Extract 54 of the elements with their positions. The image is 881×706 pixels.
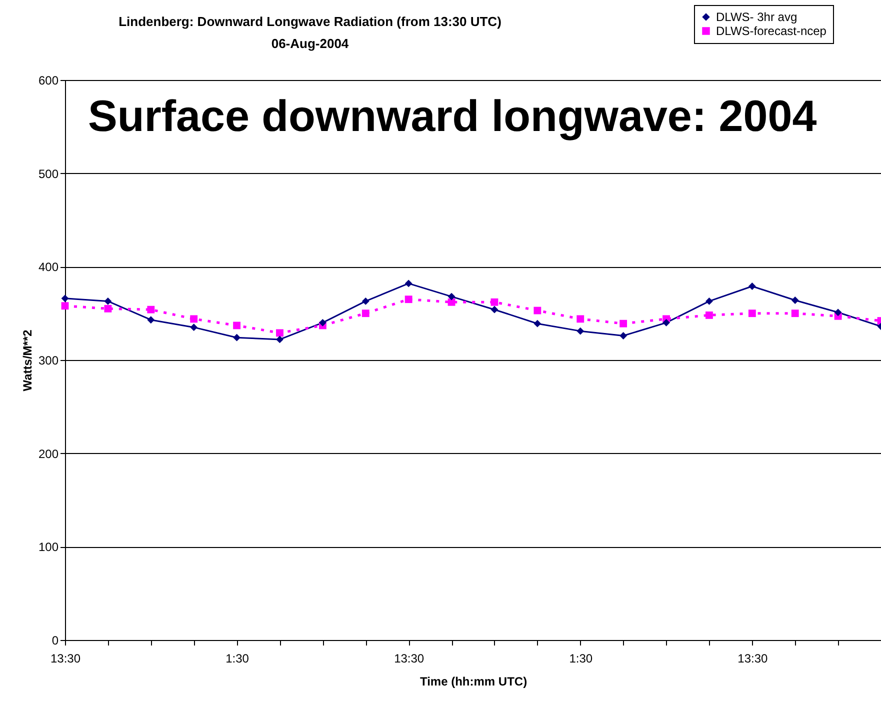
annotation: Surface downward longwave: 2004 xyxy=(88,92,818,141)
point xyxy=(490,298,498,306)
y-tick-label: 300 xyxy=(38,354,59,368)
point xyxy=(834,308,842,316)
point xyxy=(662,318,670,326)
point xyxy=(620,332,628,340)
y-tick-label: 400 xyxy=(38,260,59,274)
y-tick-label: 100 xyxy=(38,540,59,554)
point xyxy=(276,336,284,344)
point xyxy=(490,306,498,314)
point xyxy=(147,316,155,324)
point xyxy=(576,315,584,323)
point xyxy=(318,318,326,326)
point xyxy=(362,310,370,318)
point xyxy=(404,280,412,288)
point xyxy=(534,320,542,328)
point xyxy=(706,297,713,305)
point xyxy=(448,298,456,306)
point xyxy=(104,297,112,305)
x-axis-title: Time (hh:mm UTC) xyxy=(420,674,528,688)
point xyxy=(233,334,240,342)
point xyxy=(748,282,756,290)
point xyxy=(706,311,713,319)
y-tick-label: 200 xyxy=(38,446,59,461)
legend-label: DLWS-forecast-ncep xyxy=(716,24,827,38)
chart-title: Lindenberg: Downward Longwave Radiation (from 13:30 UTC) xyxy=(118,14,502,29)
point xyxy=(147,306,155,314)
point xyxy=(61,294,69,302)
point xyxy=(448,292,456,300)
x-tick-label: 13:30 xyxy=(394,652,424,666)
x-tick-label: 13:30 xyxy=(50,652,81,666)
chart-subtitle: 06-Aug-2004 xyxy=(271,36,350,51)
point xyxy=(534,306,542,314)
legend-label: DLWS- 3hr avg xyxy=(716,10,798,24)
x-tick-label: 1:30 xyxy=(569,652,593,666)
point xyxy=(620,320,628,328)
point xyxy=(791,310,799,318)
point xyxy=(748,310,756,318)
point xyxy=(61,302,69,310)
point xyxy=(233,322,240,330)
y-axis-title: Watts/M**2 xyxy=(20,329,34,392)
point xyxy=(276,329,284,337)
point xyxy=(576,327,584,335)
y-tick-label: 600 xyxy=(38,74,59,88)
x-tick-label: 1:30 xyxy=(226,652,250,666)
x-tick-label: 13:30 xyxy=(738,652,768,666)
point xyxy=(791,296,799,304)
point xyxy=(362,297,370,305)
point xyxy=(404,296,412,304)
y-tick-label: 0 xyxy=(52,634,59,648)
point xyxy=(190,315,198,323)
point xyxy=(190,324,198,332)
point xyxy=(104,304,112,312)
y-tick-label: 500 xyxy=(38,166,59,181)
